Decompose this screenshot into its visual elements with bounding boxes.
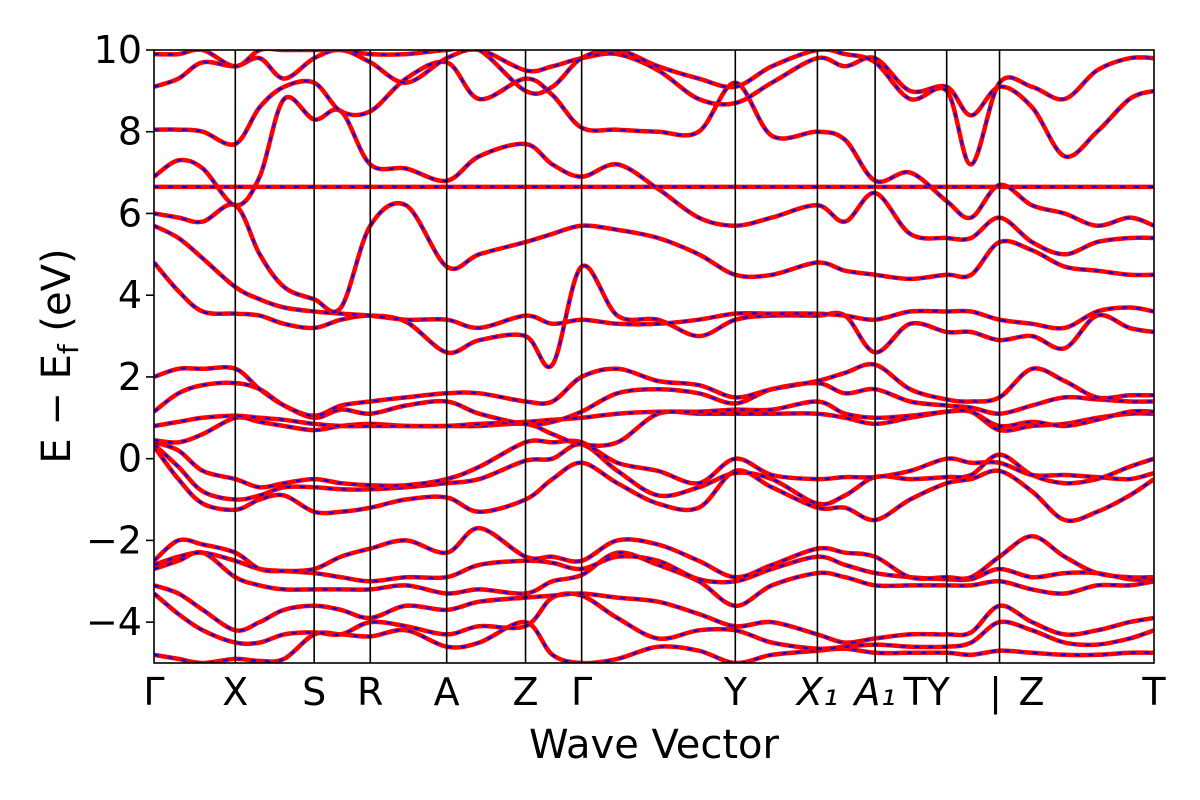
band-line-7 [154,445,1154,524]
y-axis-label: E − Ef (eV) [34,248,85,463]
band-line-2 [154,591,1154,652]
x-tick-label-10: A₁ [852,670,896,714]
energy-bands [154,50,1154,663]
band-overlay-16 [154,202,1154,313]
band-line-11 [154,399,1154,429]
y-axis-ticks: −4 −2 0 2 4 6 8 10 [86,28,154,644]
x-tick-label-4: R [357,670,383,714]
x-tick-label-3: S [302,670,326,714]
x-tick-label-8: Y [723,670,748,714]
band-overlay-15 [154,224,1154,330]
band-line-13 [154,361,1154,419]
y-tick-label-7: 8 [118,110,142,154]
band-overlay-1 [154,620,1154,663]
high-symmetry-lines [234,50,1001,663]
y-tick-label-2: −2 [86,518,142,562]
x-tick-label-14: T [1141,670,1166,714]
band-overlay-18 [154,95,1154,256]
band-overlay-12 [154,381,1154,426]
y-tick-label-3: 0 [118,437,142,481]
band-line-18 [154,94,1154,257]
y-axis-label-sub: f [52,343,85,354]
x-tick-label-12: | [989,670,1002,715]
band-line-12 [154,380,1154,427]
band-line-5 [154,550,1154,585]
y-tick-label-1: −4 [86,600,142,644]
x-tick-label-5: A [434,670,460,714]
x-tick-label-2: X [222,670,248,714]
y-tick-label-4: 2 [118,355,142,399]
band-line-6 [154,525,1154,581]
x-tick-label-9: X₁ [795,670,838,714]
band-overlay-3 [154,584,1154,644]
x-tick-label-6: Z [513,670,539,714]
x-tick-label-11: TY [902,670,950,714]
band-line-21 [154,50,1154,167]
band-line-19 [154,59,1154,228]
y-tick-label-6: 6 [118,191,142,235]
band-overlay-9 [154,439,1154,489]
band-overlay-5 [154,551,1154,584]
y-axis-label-unit: (eV) [34,248,80,344]
y-tick-label-8: 10 [94,28,142,72]
y-axis-label-main: E − E [34,354,80,464]
x-tick-label-1: Γ [143,670,164,714]
y-tick-label-5: 4 [118,273,142,317]
band-overlay-14 [154,261,1154,369]
band-overlay-20 [154,50,1154,158]
band-overlay-8 [154,443,1154,506]
x-axis-label: Wave Vector [529,722,780,768]
x-tick-label-7: Γ [571,670,592,714]
band-overlay-10 [154,408,1154,447]
band-line-14 [154,261,1154,370]
x-axis-ticks: Γ X S R A Z Γ Y X₁ A₁ TY | Z T [143,670,1166,715]
plot-frame [153,49,1155,664]
x-tick-label-13: Z [1019,670,1045,714]
band-line-1 [154,619,1154,663]
